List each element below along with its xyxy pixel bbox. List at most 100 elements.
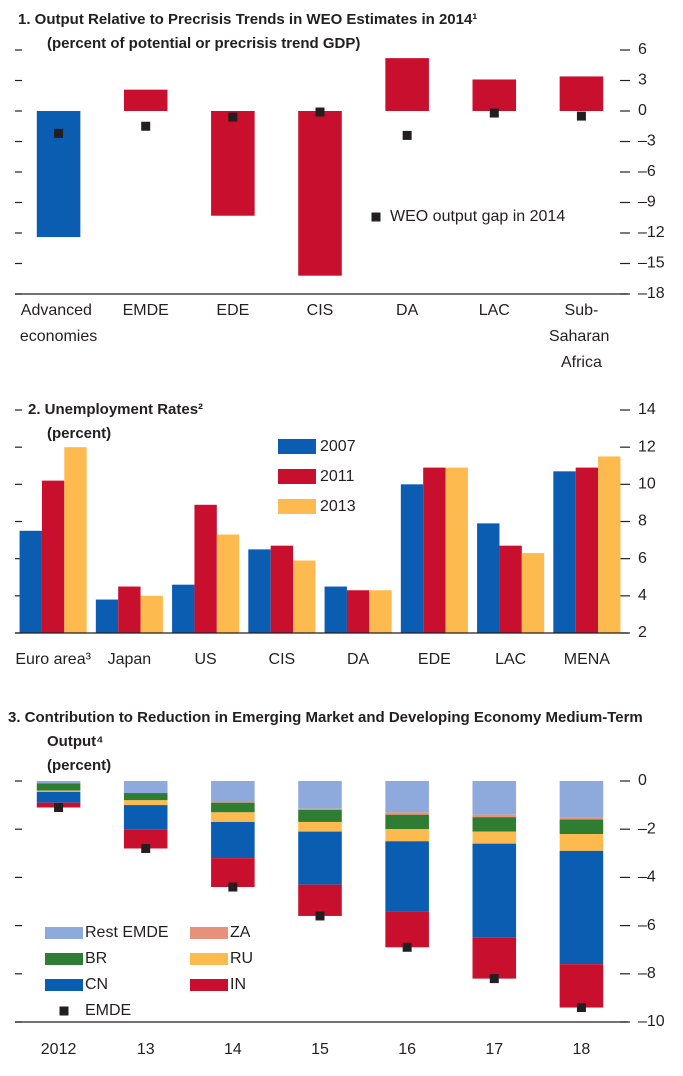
bar-segment	[123, 781, 168, 794]
x-tick-label: DA	[396, 302, 419, 319]
bar-segment	[211, 812, 255, 822]
marker	[315, 911, 325, 921]
legend-label: CN	[85, 976, 108, 993]
bar-segment	[123, 793, 168, 801]
x-tick-label: 14	[224, 1041, 242, 1058]
y-tick-label: 4	[638, 587, 647, 604]
y-tick-label: –2	[638, 820, 656, 837]
bar-segment	[472, 831, 517, 844]
y-tick-label: –6	[638, 163, 656, 180]
x-tick-label: 17	[485, 1041, 503, 1058]
bar-segment	[559, 817, 604, 820]
legend-label: 2007	[320, 438, 356, 455]
marker	[54, 128, 64, 138]
chart-title: 3. Contribution to Reduction in Emerging…	[8, 709, 647, 750]
bar	[400, 484, 424, 633]
chart-subtitle: (percent)	[47, 425, 111, 442]
x-tick-label: US	[195, 651, 217, 668]
legend-swatch	[45, 927, 83, 939]
y-tick-label: 2	[638, 624, 647, 641]
bar	[472, 79, 517, 111]
bar	[123, 89, 168, 111]
bar-segment	[298, 808, 342, 810]
legend-label: 2013	[320, 498, 356, 515]
marker	[576, 1003, 586, 1013]
bar-segment	[472, 843, 517, 938]
x-tick-label: 13	[137, 1041, 155, 1058]
bar-segment	[385, 911, 429, 948]
y-tick-label: –9	[638, 194, 656, 211]
bar	[385, 58, 429, 111]
bar	[499, 545, 522, 633]
marker	[141, 843, 151, 853]
bar	[553, 471, 576, 633]
legend-swatch	[190, 953, 228, 965]
legend-marker	[59, 1006, 69, 1016]
x-tick-label: LAC	[495, 651, 526, 668]
bar-segment	[211, 801, 255, 803]
bar	[270, 545, 294, 633]
chart-subtitle: (percent)	[47, 757, 111, 774]
bar	[559, 76, 604, 111]
bar	[346, 590, 370, 633]
legend-label: EMDE	[85, 1002, 131, 1019]
y-tick-label: 10	[638, 476, 656, 493]
marker	[315, 107, 325, 117]
y-tick-label: 14	[638, 401, 656, 418]
bar	[598, 456, 621, 633]
bar-segment	[298, 781, 342, 809]
x-tick-label: EMDE	[123, 302, 169, 319]
x-tick-label: CIS	[269, 651, 296, 668]
y-tick-label: –4	[638, 869, 656, 886]
bar-segment	[472, 817, 517, 832]
y-tick-label: –3	[638, 133, 656, 150]
legend-swatch	[278, 439, 316, 454]
bar-segment	[385, 781, 429, 813]
legend-label: 2011	[320, 468, 355, 485]
x-tick-label: 16	[398, 1041, 416, 1058]
x-tick-label: 18	[573, 1041, 591, 1058]
x-tick-label: Japan	[108, 651, 152, 668]
marker	[489, 974, 499, 984]
bar-segment	[36, 790, 81, 792]
bar	[194, 504, 217, 633]
bar	[293, 560, 316, 633]
bar	[118, 586, 141, 633]
bar-segment	[559, 850, 604, 965]
bar-segment	[298, 831, 342, 885]
legend-marker	[371, 212, 381, 222]
bar	[41, 480, 65, 633]
bar	[211, 111, 255, 216]
bar	[423, 467, 446, 633]
legend-swatch	[45, 979, 83, 991]
bar	[140, 595, 163, 633]
y-tick-label: 8	[638, 513, 647, 530]
bar-segment	[211, 858, 255, 888]
bar-segment	[298, 821, 342, 832]
y-tick-label: 0	[638, 102, 647, 119]
marker	[141, 121, 151, 131]
bar	[575, 467, 599, 633]
bar-segment	[123, 800, 168, 806]
bar-segment	[559, 781, 604, 818]
y-tick-label: –15	[638, 255, 665, 272]
bar-segment	[559, 819, 604, 835]
y-tick-label: –8	[638, 965, 656, 982]
chart-subtitle: (percent of potential or precrisis trend…	[47, 35, 360, 52]
y-tick-label: 6	[638, 550, 647, 567]
bar-segment	[385, 829, 429, 842]
legend-swatch	[45, 953, 83, 965]
x-tick-label: Sub-Saharan Africa	[549, 302, 614, 371]
bar	[248, 549, 271, 633]
y-tick-label: –12	[638, 224, 665, 241]
y-tick-label: –6	[638, 917, 656, 934]
marker	[489, 108, 499, 118]
y-tick-label: 3	[638, 72, 647, 89]
x-tick-label: Advanced economies	[20, 302, 97, 345]
bar	[216, 534, 240, 633]
bar-segment	[559, 964, 604, 1008]
x-tick-label: 2012	[41, 1041, 77, 1058]
x-tick-label: MENA	[564, 651, 611, 668]
x-tick-label: LAC	[479, 302, 510, 319]
x-tick-label: DA	[347, 651, 370, 668]
